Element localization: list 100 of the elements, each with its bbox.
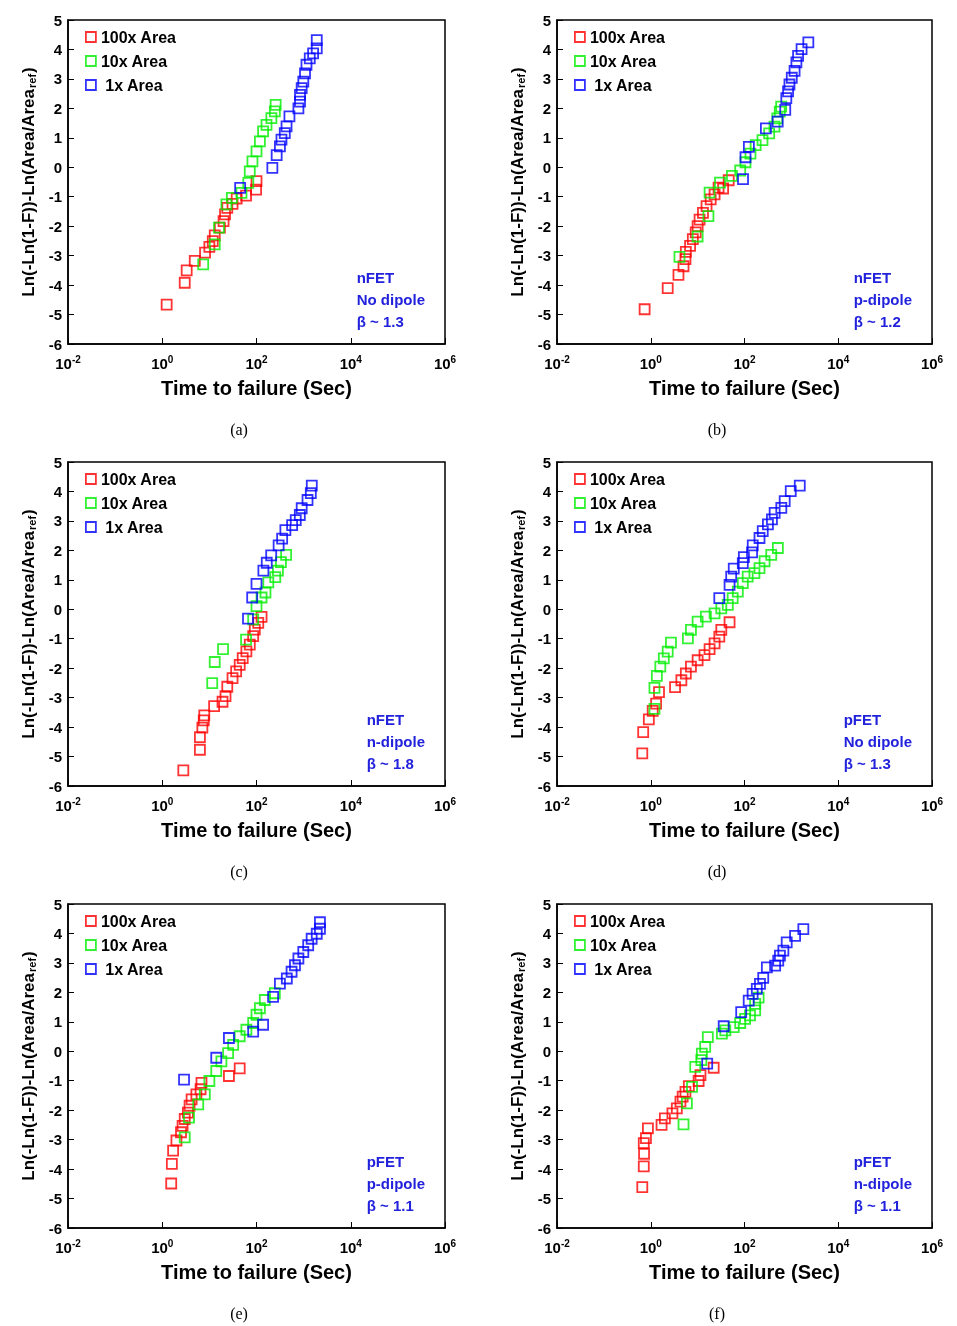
y-tick-label: -4 <box>537 718 552 736</box>
y-tick-label: -6 <box>537 777 551 795</box>
y-axis-title: Ln(-Ln(1-F))-Ln(Area/Arearef) <box>507 67 528 297</box>
y-tick-label: -2 <box>537 659 551 677</box>
y-tick-label: -4 <box>48 718 63 736</box>
x-axis-title: Time to failure (Sec) <box>161 377 352 399</box>
y-tick-label: -3 <box>537 247 551 265</box>
annotation: n-dipole <box>853 1174 913 1192</box>
y-tick-label: -5 <box>537 306 551 324</box>
text: (e) <box>230 1304 248 1323</box>
y-tick-label: 2 <box>53 983 62 1001</box>
y-tick-label: 2 <box>53 541 62 559</box>
y-tick-label: 5 <box>53 11 62 29</box>
y-tick-label: 1 <box>53 129 62 147</box>
y-tick-label: -1 <box>48 630 62 648</box>
y-tick-label: -6 <box>48 335 62 353</box>
y-tick-label: 1 <box>53 571 62 589</box>
y-tick-label: 5 <box>542 11 551 29</box>
y-tick-label: 3 <box>53 954 62 972</box>
y-tick-label: 2 <box>542 541 551 559</box>
y-tick-label: 4 <box>542 482 552 500</box>
annotation: pFET <box>366 1152 405 1170</box>
y-axis-title: Ln(-Ln(1-F))-Ln(Area/Arearef) <box>507 951 528 1181</box>
legend-label: 1x Area <box>100 76 163 94</box>
annotation: β ~ 1.8 <box>366 754 414 772</box>
y-tick-label: 0 <box>542 600 551 618</box>
legend-label: 100x Area <box>589 912 666 930</box>
y-tick-label: -1 <box>537 630 551 648</box>
y-tick-label: -5 <box>537 748 551 766</box>
legend-label: 10x Area <box>589 494 657 512</box>
y-tick-label: 4 <box>53 482 63 500</box>
legend-label: 1x Area <box>589 518 652 536</box>
text: (f) <box>709 1304 725 1323</box>
y-tick-label: 2 <box>53 99 62 117</box>
annotation: β ~ 1.2 <box>853 312 901 330</box>
y-tick-label: -3 <box>537 689 551 707</box>
annotation: β ~ 1.3 <box>843 754 891 772</box>
legend-label: 100x Area <box>100 470 177 488</box>
annotation: pFET <box>843 710 882 728</box>
x-axis-title: Time to failure (Sec) <box>649 819 840 841</box>
y-tick-label: -1 <box>48 188 62 206</box>
y-tick-label: -2 <box>537 1101 551 1119</box>
y-tick-label: -4 <box>537 276 552 294</box>
annotation: nFET <box>366 710 405 728</box>
y-tick-label: 1 <box>542 129 551 147</box>
legend-label: 100x Area <box>589 470 666 488</box>
legend-label: 10x Area <box>100 52 168 70</box>
x-axis-title: Time to failure (Sec) <box>161 819 352 841</box>
y-tick-label: 3 <box>542 70 551 88</box>
legend-label: 1x Area <box>589 960 652 978</box>
y-axis-title: Ln(-Ln(1-F))-Ln(Area/Arearef) <box>18 951 39 1181</box>
legend-label: 1x Area <box>100 960 163 978</box>
y-tick-label: -4 <box>537 1160 552 1178</box>
y-tick-label: 1 <box>53 1013 62 1031</box>
y-tick-label: 1 <box>542 1013 551 1031</box>
y-tick-label: 0 <box>53 600 62 618</box>
y-tick-label: 1 <box>542 571 551 589</box>
y-tick-label: -3 <box>48 689 62 707</box>
y-tick-label: 0 <box>542 1042 551 1060</box>
y-tick-label: 5 <box>53 895 62 913</box>
y-axis-title: Ln(-Ln(1-F))-Ln(Area/Arearef) <box>507 509 528 739</box>
x-axis-title: Time to failure (Sec) <box>649 377 840 399</box>
y-tick-label: -5 <box>48 306 62 324</box>
y-tick-label: 5 <box>542 453 551 471</box>
y-tick-label: 3 <box>542 512 551 530</box>
text: (b) <box>707 420 727 439</box>
y-tick-label: -5 <box>537 1190 551 1208</box>
legend-label: 100x Area <box>100 912 177 930</box>
annotation: β ~ 1.1 <box>366 1196 414 1214</box>
y-tick-label: 0 <box>542 158 551 176</box>
legend-label: 10x Area <box>589 52 657 70</box>
y-tick-label: 0 <box>53 158 62 176</box>
y-tick-label: -2 <box>537 217 551 235</box>
annotation: No dipole <box>843 732 912 750</box>
y-tick-label: -6 <box>537 335 551 353</box>
y-tick-label: -3 <box>48 247 62 265</box>
y-tick-label: -6 <box>537 1219 551 1237</box>
legend-label: 100x Area <box>100 28 177 46</box>
y-tick-label: -3 <box>48 1131 62 1149</box>
y-tick-label: -2 <box>48 1101 62 1119</box>
y-tick-label: -5 <box>48 748 62 766</box>
y-tick-label: 5 <box>542 895 551 913</box>
y-tick-label: -3 <box>537 1131 551 1149</box>
text: (c) <box>230 862 248 881</box>
x-axis-title: Time to failure (Sec) <box>161 1261 352 1283</box>
legend-label: 1x Area <box>589 76 652 94</box>
legend-label: 10x Area <box>100 936 168 954</box>
legend-label: 1x Area <box>100 518 163 536</box>
y-tick-label: 4 <box>53 40 63 58</box>
y-tick-label: -5 <box>48 1190 62 1208</box>
y-axis-title: Ln(-Ln(1-F))-Ln(Area/Arearef) <box>18 67 39 297</box>
text: (d) <box>707 862 727 881</box>
annotation: n-dipole <box>366 732 426 750</box>
y-tick-label: 3 <box>53 512 62 530</box>
y-tick-label: 0 <box>53 1042 62 1060</box>
annotation: No dipole <box>356 290 425 308</box>
y-tick-label: 2 <box>542 99 551 117</box>
text: (a) <box>230 420 248 439</box>
annotation: p-dipole <box>853 290 913 308</box>
y-tick-label: -6 <box>48 1219 62 1237</box>
